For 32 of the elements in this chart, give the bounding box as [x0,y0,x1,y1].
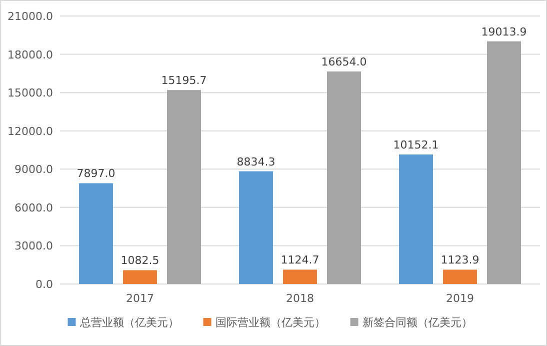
data-label: 10152.1 [393,138,439,152]
y-tick-label: 18000.0 [8,48,53,62]
bar [443,270,477,284]
data-label: 1124.7 [280,254,320,267]
data-label: 16654.0 [321,55,367,68]
data-label: 8834.3 [236,155,276,168]
bar [167,90,201,284]
y-tick-label: 9000.0 [14,163,53,176]
y-tick-label: 3000.0 [14,240,53,253]
x-tick-label: 2018 [286,292,314,305]
y-tick-label: 6000.0 [14,201,53,214]
bar [327,71,361,284]
bar [123,270,157,284]
bar [283,270,317,284]
legend-label: 新签合同额（亿美元） [362,316,472,329]
x-tick-label: 2017 [126,292,154,305]
data-label: 1123.9 [440,254,480,267]
legend-label: 国际营业额（亿美元） [215,316,326,329]
y-tick-label: 0.0 [36,278,53,291]
data-label: 15195.7 [161,74,207,88]
bar [79,183,113,284]
y-tick-label: 21000.0 [8,10,53,23]
data-label: 1082.5 [120,254,160,268]
data-label: 7897.0 [76,167,116,180]
y-tick-label: 12000.0 [8,124,53,138]
legend-label: 总营业额（亿美元） [78,316,179,329]
y-tick-label: 15000.0 [8,86,53,100]
bar [487,41,521,284]
bar [399,154,433,284]
x-tick-label: 2019 [446,292,474,305]
bar [239,171,273,284]
data-label: 19013.9 [481,25,527,38]
